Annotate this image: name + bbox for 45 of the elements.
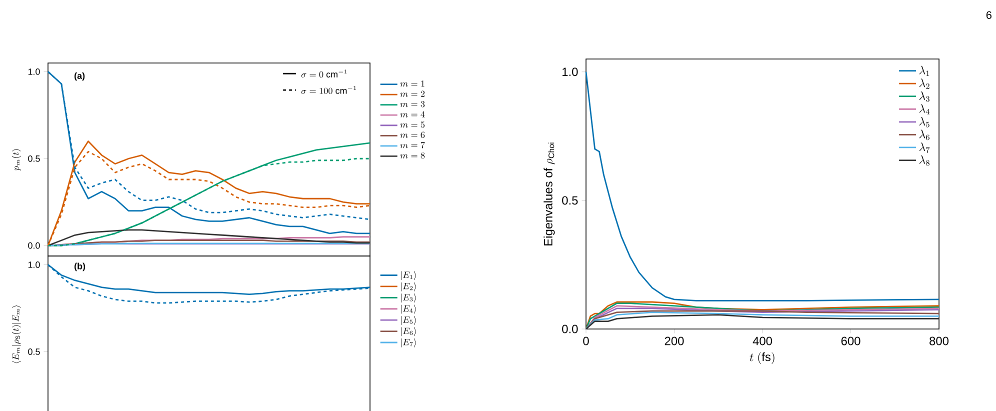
legend-label: $\lambda_7$ [919,142,930,153]
legend-label: $m = 6$ [400,132,425,138]
legend-label: $m = 8$ [400,152,425,159]
y-axis-title: $p_m(t)$ [12,149,21,171]
legend-label: $\lambda_4$ [919,104,930,114]
annotation: $\sigma = 100\ \mathrm{cm}^{-1}$ [301,86,356,94]
y-tick-label: 1.0 [562,68,578,76]
x-axis-title: $t\ (\mathrm{fs})$ [750,352,774,364]
legend-label: $|E_1\rangle$ [401,271,416,280]
x-tick-label: 400 [752,336,772,346]
legend-label: $\lambda_8$ [919,155,930,166]
legend-label: $|E_4\rangle$ [401,304,416,314]
legend-label: $\lambda_2$ [919,78,930,89]
x-tick-label: 800 [930,336,949,346]
legend-label: $|E_5\rangle$ [401,316,416,325]
legend-label: $\lambda_1$ [919,66,930,76]
legend-label: $|E_3\rangle$ [401,294,416,303]
text: 6 [986,11,992,19]
y-tick-label: 1.0 [28,262,40,268]
legend-label: $\lambda_5$ [919,117,930,128]
y-tick-label: 0.5 [562,196,578,205]
legend-label: $\lambda_3$ [919,91,930,102]
annotation: $\sigma = 0\ \mathrm{cm}^{-1}$ [301,70,347,78]
legend-label: $m = 7$ [400,142,425,148]
x-tick-label: 0 [583,336,589,346]
annotation: (b) [74,262,86,272]
legend-label: $m = 1$ [400,80,424,87]
y-tick-label: 0.0 [562,324,578,334]
legend-label: $m = 2$ [400,90,425,97]
y-axis-title: $\mathrm{Eigenvalues\ of}\ \rho_{\mathrm{Choi}}$ [544,142,555,246]
x-tick-label: 200 [664,336,684,346]
y-tick-label: 0.0 [28,242,40,249]
x-tick-label: 600 [841,336,860,346]
legend-label: $|E_6\rangle$ [401,327,416,336]
y-tick-label: 0.5 [28,155,40,162]
annotation: (a) [74,72,85,81]
legend-label: $|E_7\rangle$ [401,338,416,348]
legend-label: $m = 3$ [400,101,425,108]
legend-label: $m = 5$ [400,122,425,128]
legend-label: $\lambda_6$ [919,130,930,140]
y-axis-title: $\langle E_m|\rho_{\mathrm{S}}(t)|E_m\rangle$ [12,305,21,364]
y-tick-label: 0.5 [28,348,40,355]
legend-label: $m = 4$ [400,111,425,118]
y-tick-label: 1.0 [28,68,40,75]
legend-label: $|E_2\rangle$ [401,282,416,292]
